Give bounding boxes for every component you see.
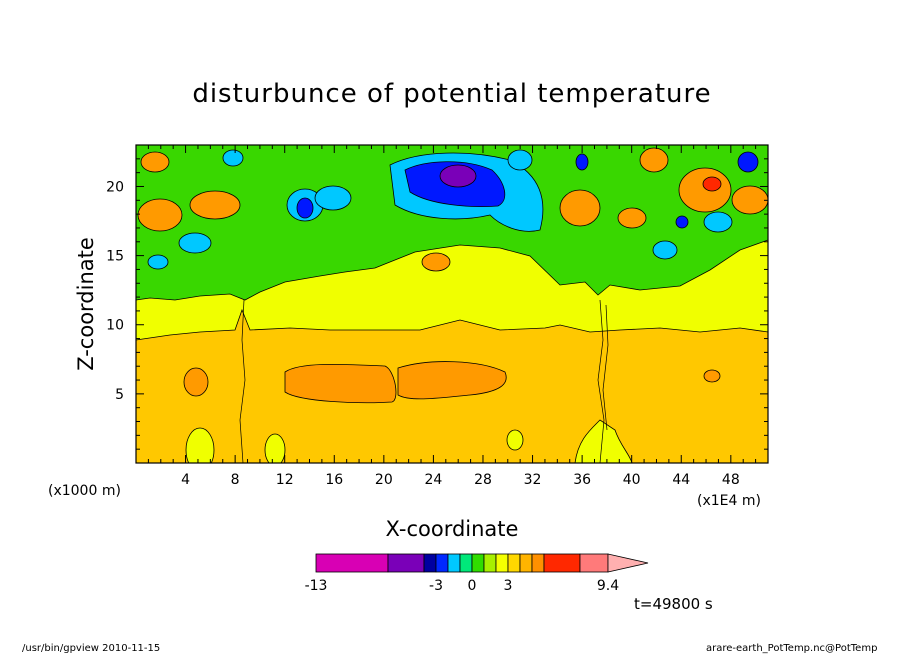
colorbar-swatch [471, 553, 485, 573]
y-tick-label: 15 [106, 249, 124, 265]
colorbar-arrow [607, 553, 649, 573]
x-tick-label: 16 [325, 472, 343, 488]
x-tick-label: 36 [573, 472, 591, 488]
colorbar-label: 3 [504, 578, 513, 594]
strong-positive [702, 176, 722, 192]
colorbar-swatch [435, 553, 449, 573]
plot-area [136, 145, 768, 463]
colorbar-swatch [447, 553, 461, 573]
x-tick-label: 40 [623, 472, 641, 488]
footer-left: /usr/bin/gpview 2010-11-15 [22, 643, 160, 654]
min-blobs [439, 164, 477, 188]
x-tick-label: 48 [722, 472, 740, 488]
x-tick-labels: 4 8 12 16 20 24 28 32 36 40 44 48 [181, 472, 740, 488]
colorbar-swatch [315, 553, 389, 573]
x-tick-label: 8 [231, 472, 240, 488]
colorbar-labels: -13 -3 0 3 9.4 [305, 578, 620, 594]
colorbar-label: 0 [468, 578, 477, 594]
x-tick-label: 4 [181, 472, 190, 488]
colorbar-label: -13 [305, 578, 328, 594]
x-axis-label: X-coordinate [386, 517, 519, 541]
x-unit-right: (x1E4 m) [697, 493, 761, 509]
x-tick-label: 44 [672, 472, 690, 488]
lower-yellow [185, 419, 633, 463]
positive-blobs [137, 147, 768, 404]
axis-ticks [136, 145, 768, 463]
colorbar-label: 9.4 [597, 578, 619, 594]
y-tick-labels: 5 10 15 20 [106, 179, 124, 402]
colorbar-swatch [543, 553, 581, 573]
column-lines [239, 299, 609, 463]
y-axis-label: Z-coordinate [74, 237, 98, 371]
colorbar-swatch [531, 553, 545, 573]
x-tick-label: 20 [375, 472, 393, 488]
field-top [136, 145, 768, 301]
y-tick-label: 10 [106, 318, 124, 334]
colorbar-swatch [423, 553, 437, 573]
y-tick-label: 20 [106, 179, 124, 195]
time-label: t=49800 s [634, 595, 713, 613]
colorbar-label: -3 [429, 578, 443, 594]
x-tick-label: 12 [276, 472, 294, 488]
x-tick-label: 32 [524, 472, 542, 488]
x-tick-label: 24 [424, 472, 442, 488]
x-unit-left: (x1000 m) [48, 483, 121, 499]
colorbar [315, 553, 649, 573]
plot-frame [135, 144, 769, 464]
footer-right: arare-earth_PotTemp.nc@PotTemp [706, 643, 877, 654]
colorbar-swatch [495, 553, 509, 573]
colorbar-swatch [483, 553, 497, 573]
colorbar-swatch [519, 553, 533, 573]
chart-title: disturbunce of potential temperature [192, 79, 711, 109]
colorbar-swatch [387, 553, 425, 573]
y-tick-label: 5 [115, 387, 124, 403]
colorbar-swatch [459, 553, 473, 573]
colorbar-swatch [579, 553, 609, 573]
x-tick-label: 28 [474, 472, 492, 488]
colorbar-swatch [507, 553, 521, 573]
